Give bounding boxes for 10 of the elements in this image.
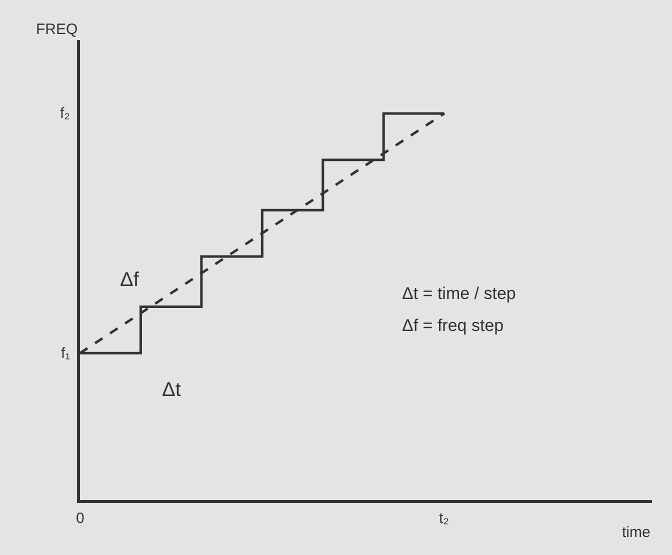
annotation: f₂ xyxy=(60,105,70,122)
text: t₂ xyxy=(439,510,450,527)
annotation: Δt = time / step xyxy=(402,284,516,303)
text: 0 xyxy=(76,510,84,527)
annotation: Δt xyxy=(162,379,182,401)
annotation: Δf = freq step xyxy=(402,316,504,335)
text: time xyxy=(622,524,650,541)
text: FREQ xyxy=(36,21,78,38)
annotation: f₁ xyxy=(61,345,70,362)
annotation: Δf xyxy=(120,269,140,291)
